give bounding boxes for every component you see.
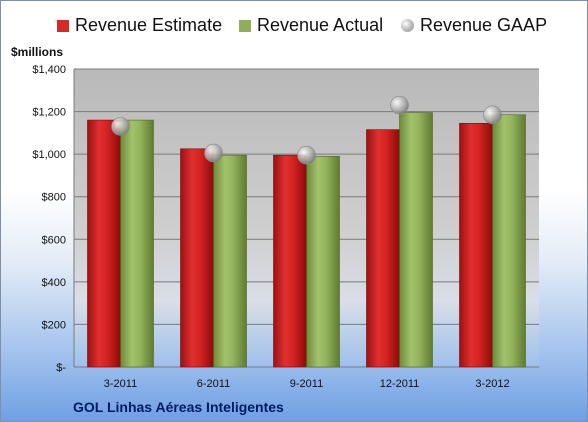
y-tick-label: $- xyxy=(56,362,66,374)
bar-revenue-estimate xyxy=(273,154,307,368)
y-tick-label: $600 xyxy=(42,234,66,246)
y-tick-label: $1,000 xyxy=(32,149,66,161)
legend-item-estimate: Revenue Estimate xyxy=(57,15,222,36)
legend-swatch-actual xyxy=(239,19,251,32)
legend-swatch-estimate xyxy=(57,19,69,32)
bar-revenue-estimate xyxy=(459,122,493,368)
legend-item-gaap: Revenue GAAP xyxy=(401,15,547,36)
bar-revenue-actual xyxy=(399,112,433,368)
x-tick-label: 3-2012 xyxy=(475,378,509,390)
x-tick-label: 12-2011 xyxy=(380,378,420,390)
x-tick-label: 9-2011 xyxy=(290,378,323,390)
x-tick-label: 6-2011 xyxy=(197,378,230,390)
gaap-bubbles xyxy=(111,95,502,165)
legend: Revenue Estimate Revenue Actual Revenue … xyxy=(1,15,587,43)
bar-revenue-actual xyxy=(120,119,154,368)
company-name: GOL Linhas Aéreas Inteligentes xyxy=(73,399,284,415)
y-tick-label: $200 xyxy=(42,319,66,331)
x-axis-ticks: 3-2011 6-2011 9-2011 12-2011 3-2012 xyxy=(104,378,510,390)
legend-item-actual: Revenue Actual xyxy=(239,15,383,36)
legend-label-actual: Revenue Actual xyxy=(257,15,384,35)
y-tick-label: $400 xyxy=(42,277,66,289)
legend-bubble-gaap xyxy=(401,19,414,32)
y-tick-label: $1,400 xyxy=(32,64,66,76)
legend-label-gaap: Revenue GAAP xyxy=(420,15,548,35)
bubble-revenue-gaap xyxy=(204,143,223,163)
bubble-revenue-gaap xyxy=(111,117,130,136)
bar-revenue-estimate xyxy=(87,119,121,368)
bar-revenue-actual xyxy=(306,155,340,368)
bar-revenue-estimate xyxy=(366,129,400,368)
legend-label-estimate: Revenue Estimate xyxy=(75,15,223,35)
bar-revenue-estimate xyxy=(180,148,214,368)
bubble-revenue-gaap xyxy=(297,145,316,165)
y-tick-label: $800 xyxy=(42,192,66,204)
bubble-revenue-gaap xyxy=(390,95,409,115)
bars xyxy=(87,112,526,368)
y-axis-ticks: $- $200 $400 $600 $800 $1,000 $1,200 $1,400 xyxy=(32,64,66,374)
y-axis-unit-label: $millions xyxy=(11,45,64,59)
y-tick-label: $1,200 xyxy=(32,107,66,119)
bar-revenue-actual xyxy=(492,114,526,368)
bubble-revenue-gaap xyxy=(483,105,502,125)
bar-revenue-actual xyxy=(213,154,247,368)
x-tick-label: 3-2011 xyxy=(104,378,137,390)
